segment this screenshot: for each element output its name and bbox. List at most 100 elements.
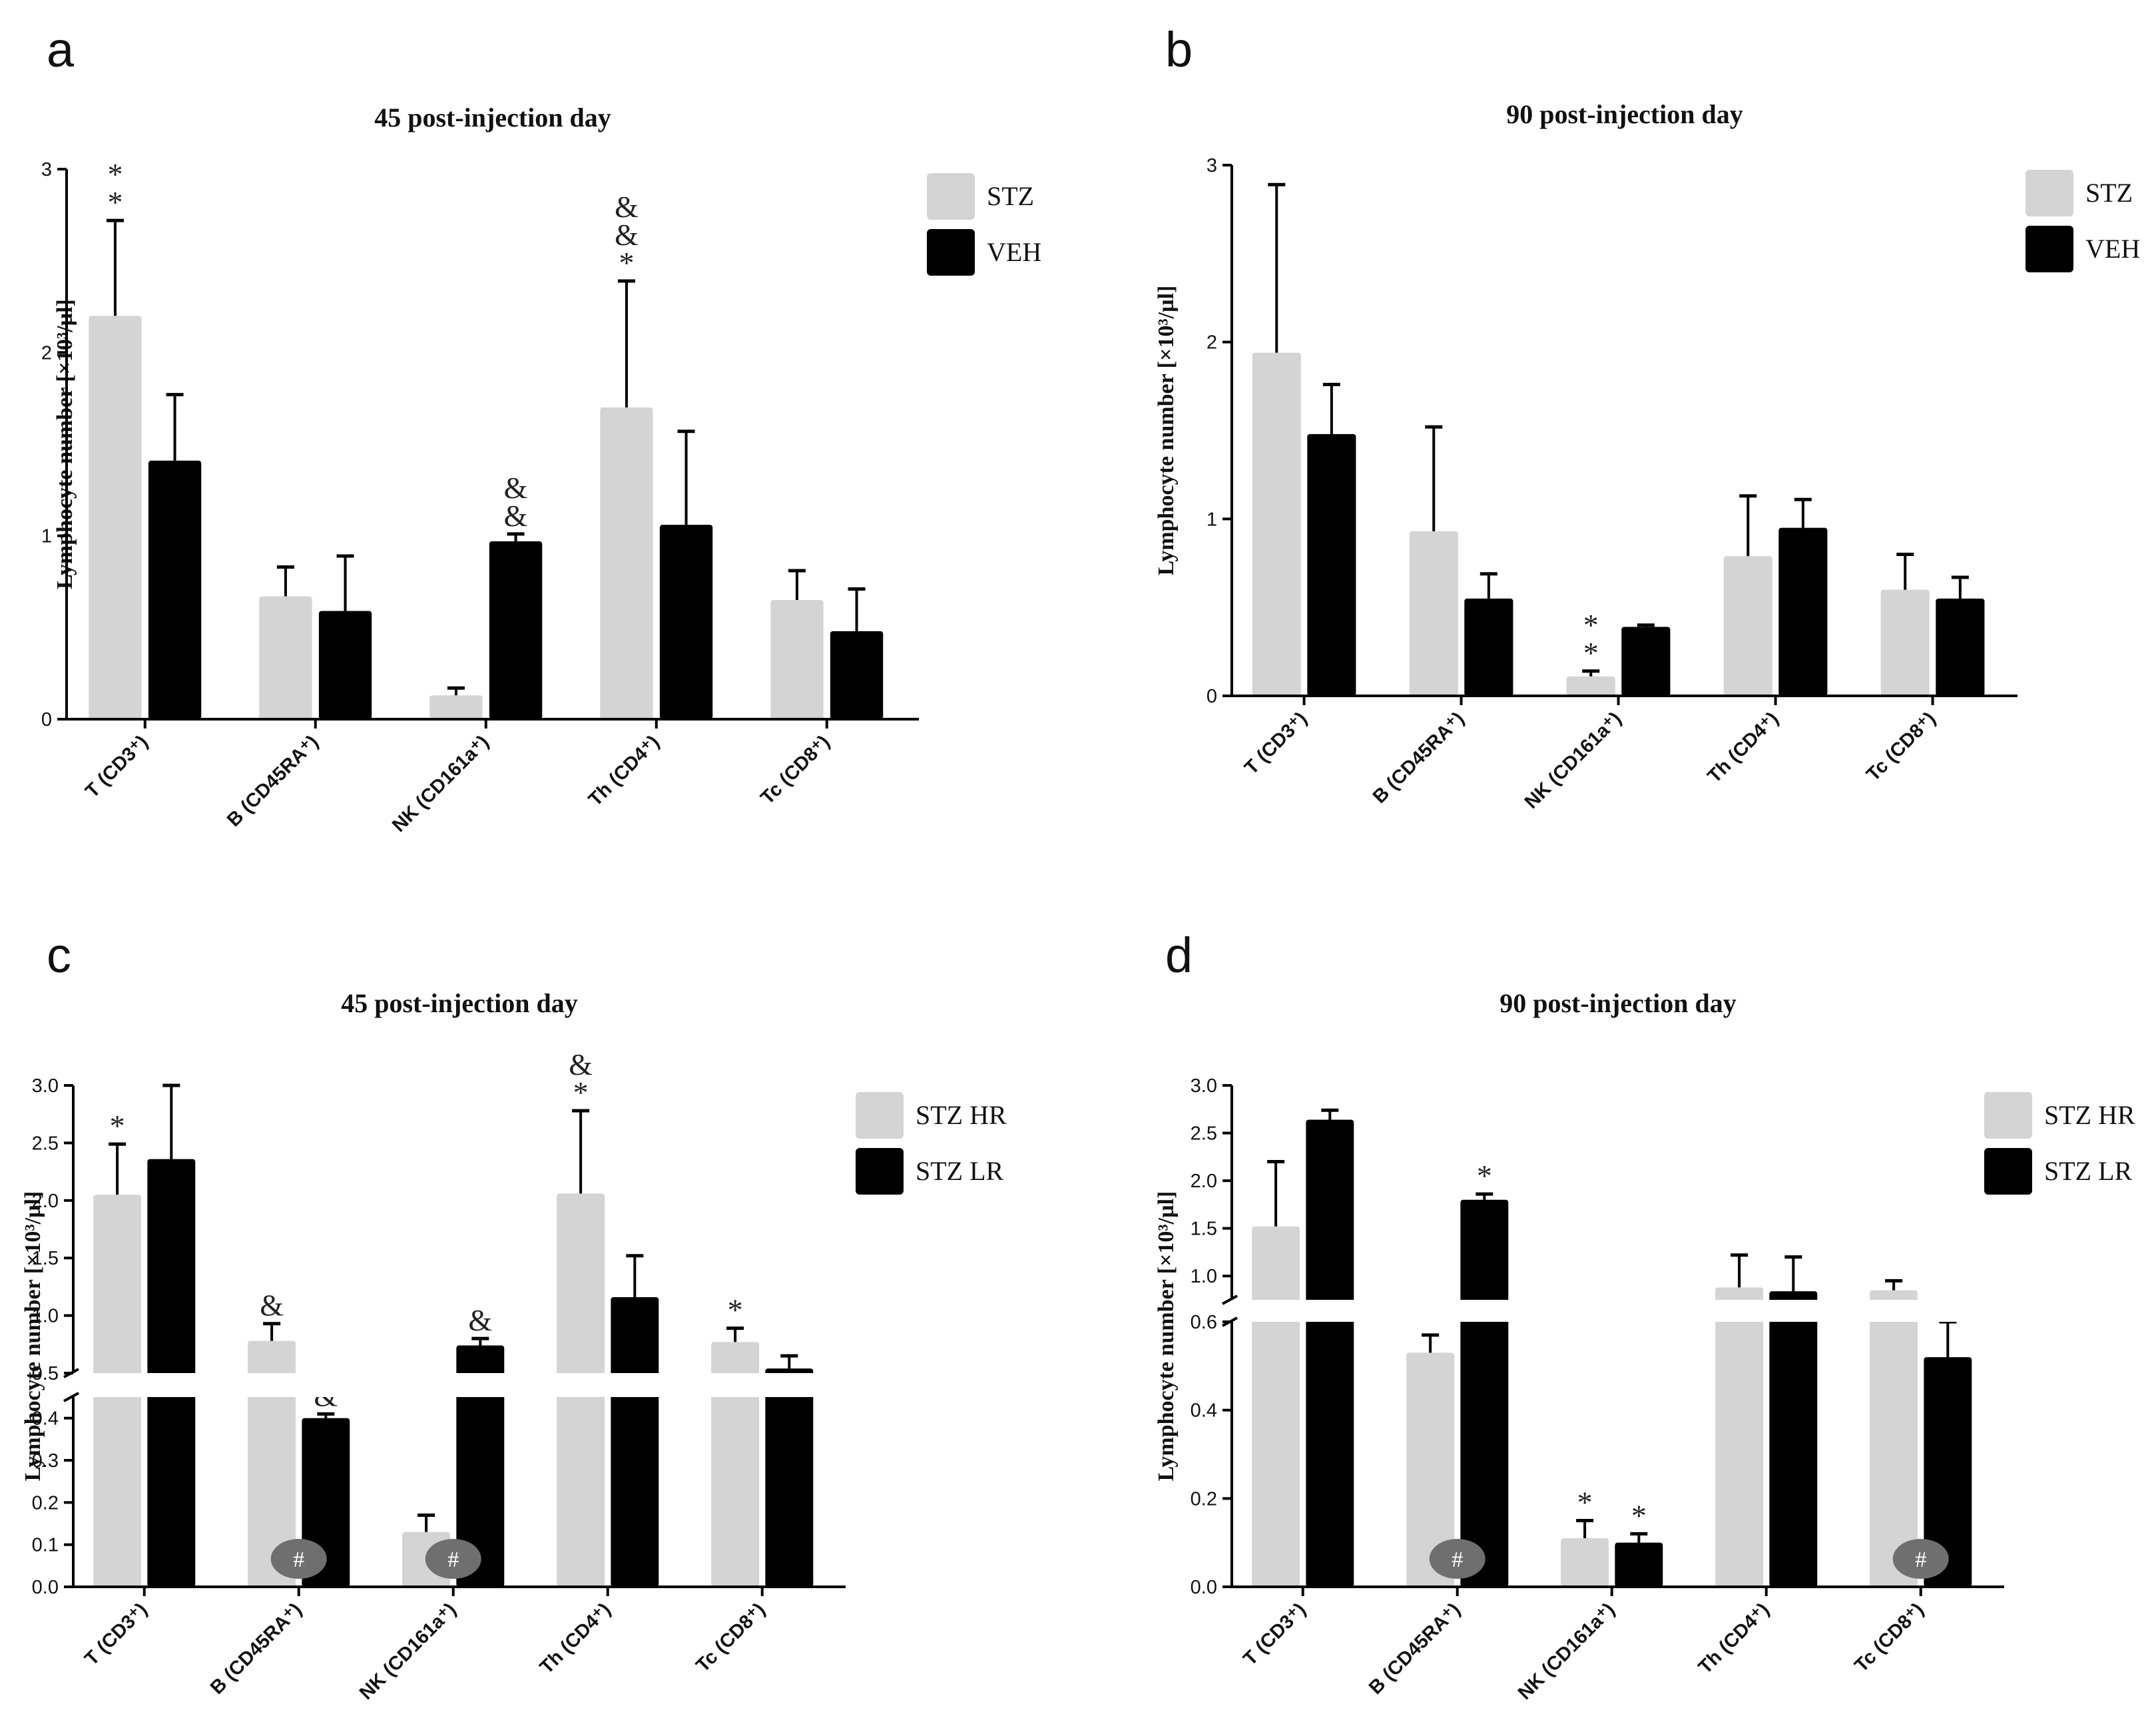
- bar: [659, 525, 713, 719]
- bar: [1566, 676, 1615, 696]
- chart-panel-a: a 45 post-injection day Lymphocyte number …: [41, 22, 1041, 836]
- category-label: B (CD45RA⁺): [206, 1599, 306, 1699]
- significance-mark: &: [468, 1303, 492, 1337]
- panel-letter: a: [47, 22, 75, 77]
- bar: [1769, 1291, 1818, 1587]
- significance-mark: &: [504, 499, 528, 533]
- category-label: B (CD45RA⁺): [223, 731, 323, 831]
- bar: [259, 596, 312, 719]
- category-label: B (CD45RA⁺): [1369, 708, 1469, 808]
- chart-title: 45 post-injection day: [374, 103, 611, 133]
- y-tick-label: 0.6: [1191, 1312, 1217, 1333]
- bar: [1715, 1287, 1764, 1587]
- bar: [1406, 1352, 1455, 1587]
- bar: [489, 541, 543, 719]
- significance-mark: &: [569, 1047, 593, 1081]
- category-label: Tc (CD8⁺): [1850, 1599, 1928, 1676]
- bar: [765, 1368, 814, 1587]
- legend-label: STZ HR: [916, 1100, 1007, 1130]
- bar: [1252, 1226, 1300, 1587]
- legend-label: VEH: [2085, 234, 2140, 264]
- bar: [1615, 1542, 1663, 1587]
- significance-mark: &: [615, 218, 639, 252]
- category-label: Tc (CD8⁺): [1862, 708, 1940, 785]
- category-label: Th (CD4⁺): [1704, 708, 1783, 787]
- significance-mark: *: [1477, 1159, 1492, 1193]
- y-tick-label: 1.0: [32, 1306, 59, 1327]
- bar: [711, 1342, 760, 1587]
- y-tick-label: 0.2: [32, 1492, 59, 1514]
- bar: [1778, 527, 1828, 696]
- category-label: T (CD3⁺): [1239, 1599, 1310, 1669]
- axis-break-gap: [1233, 1300, 2006, 1322]
- bar: [429, 695, 483, 719]
- category-label: NK (CD161a⁺): [1521, 708, 1626, 813]
- bar: [1924, 1357, 1972, 1587]
- legend-label: STZ: [987, 181, 1034, 211]
- y-tick-label: 2: [41, 342, 52, 364]
- significance-mark: *: [1577, 1486, 1593, 1520]
- y-tick-label: 1: [41, 526, 52, 547]
- legend-swatch: [927, 229, 975, 276]
- legend-swatch: [1984, 1092, 2032, 1139]
- bar: [1723, 556, 1772, 696]
- legend-swatch: [1984, 1148, 2032, 1195]
- y-tick-label: 0.3: [32, 1450, 59, 1472]
- legend-label: STZ LR: [2044, 1156, 2133, 1186]
- y-tick-label: 0.1: [32, 1535, 59, 1556]
- y-tick-label: 2.5: [32, 1133, 59, 1154]
- category-label: Tc (CD8⁺): [692, 1599, 769, 1676]
- chart-title: 90 post-injection day: [1506, 99, 1743, 129]
- y-tick-label: 3.0: [1191, 1075, 1217, 1097]
- category-label: T (CD3⁺): [81, 1599, 151, 1669]
- bar: [830, 631, 884, 719]
- y-axis-label: Lymphocyte number [×10³/µl]: [1154, 286, 1179, 576]
- category-label: B (CD45RA⁺): [1365, 1599, 1465, 1699]
- legend-swatch: [2025, 226, 2073, 272]
- category-label: Th (CD4⁺): [585, 731, 664, 810]
- legend-swatch: [856, 1148, 904, 1195]
- bar: [1252, 352, 1301, 696]
- y-tick-label: 0.4: [32, 1408, 59, 1430]
- chart-title: 45 post-injection day: [341, 988, 578, 1018]
- bar: [1621, 627, 1671, 696]
- bar: [1561, 1538, 1609, 1587]
- bar: [148, 460, 202, 719]
- y-tick-label: 1.5: [32, 1248, 59, 1269]
- bar: [147, 1159, 196, 1587]
- panel-letter: c: [47, 928, 71, 983]
- hash-badge: [1892, 1539, 1949, 1579]
- y-axis-label: Lymphocyte number [×10³/µl]: [1154, 1191, 1179, 1482]
- bar: [89, 316, 142, 719]
- category-label: NK (CD161a⁺): [388, 731, 493, 836]
- bar: [1307, 433, 1356, 696]
- y-tick-label: 0.2: [1191, 1488, 1217, 1510]
- panel-letter: b: [1165, 22, 1193, 77]
- significance-mark: &: [260, 1289, 284, 1322]
- hash-mark: #: [447, 1548, 459, 1572]
- chart-panel-c: c 45 post-injection day Lymphocyte number …: [21, 928, 1007, 1704]
- significance-mark: &: [504, 471, 528, 505]
- category-label: Tc (CD8⁺): [756, 731, 834, 808]
- chart-panel-b: b 90 post-injection day Lymphocyte number …: [1154, 22, 2140, 813]
- axis-break-gap: [75, 1373, 847, 1397]
- bar: [1409, 531, 1458, 696]
- bar: [600, 407, 653, 719]
- bar: [1870, 1290, 1918, 1587]
- legend-swatch: [2025, 170, 2073, 216]
- significance-mark: *: [110, 1109, 125, 1143]
- category-label: Th (CD4⁺): [1695, 1599, 1774, 1678]
- y-tick-label: 0: [41, 709, 52, 730]
- significance-mark: *: [1631, 1498, 1647, 1532]
- category-label: T (CD3⁺): [1240, 708, 1311, 778]
- axis-break-mark: [1222, 1295, 1238, 1305]
- axis-break-mark: [63, 1392, 79, 1402]
- panel-letter: d: [1165, 928, 1193, 983]
- hash-mark: #: [1452, 1548, 1463, 1572]
- category-label: NK (CD161a⁺): [356, 1599, 461, 1704]
- y-tick-label: 3: [1207, 155, 1217, 176]
- y-tick-label: 2.0: [32, 1191, 59, 1212]
- significance-mark: *: [573, 1075, 589, 1109]
- legend-label: STZ HR: [2044, 1100, 2135, 1130]
- y-tick-label: 2.5: [1191, 1123, 1217, 1145]
